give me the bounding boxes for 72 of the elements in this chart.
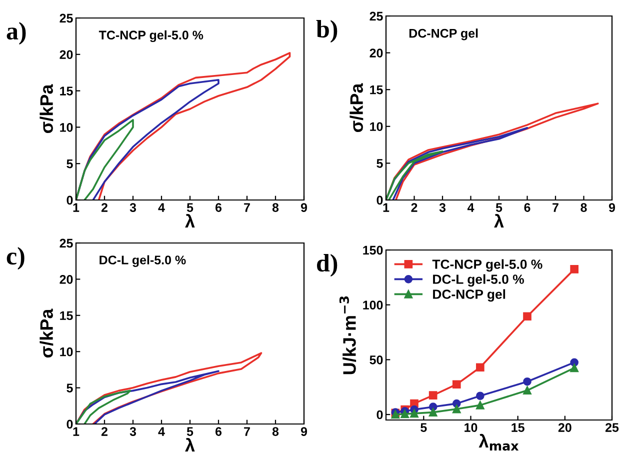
chart-title: d)	[317, 254, 338, 277]
y-tick-label: 5	[376, 159, 383, 168]
x-tick-label: 8	[272, 203, 279, 212]
y-tick-label: 50	[370, 355, 383, 364]
y-tick-label: 0	[376, 410, 383, 420]
x-tick-label: 8	[580, 203, 587, 212]
x-tick-label: 3	[130, 427, 136, 436]
x-tick-label: 6	[215, 203, 222, 212]
x-tick-label: 9	[300, 203, 308, 212]
x-tick-label: 7	[552, 203, 558, 212]
x-tick-label: 3	[130, 203, 136, 212]
y-tick-label: 25	[370, 12, 383, 21]
y-tick-label: 15	[60, 311, 73, 320]
x-tick-label: 2	[101, 203, 108, 212]
x-tick-label: 1	[383, 203, 390, 212]
y-tick-label: 10	[370, 122, 383, 132]
x-tick-label: 6	[215, 427, 222, 436]
chart-title: b)	[316, 20, 338, 43]
y-tick-label: 25	[60, 238, 73, 248]
x-tick-label: 9	[608, 203, 616, 212]
y-tick-label: 0	[376, 196, 383, 205]
x-tick-label: 2	[411, 203, 418, 212]
y-tick-label: 150	[363, 246, 383, 255]
legend-label: TC-NCP gel-5.0 %	[432, 259, 542, 272]
y-tick-label: 20	[370, 48, 383, 58]
x-axis-title: λ$_{max}$	[478, 434, 519, 451]
x-tick-label: 7	[244, 427, 250, 436]
y-tick-label: 5	[66, 384, 73, 392]
x-tick-label: 1	[73, 427, 80, 436]
x-tick-label: 25	[605, 423, 619, 432]
x-tick-label: 4	[467, 203, 474, 212]
y-axis-title: σ/kPa	[350, 83, 364, 132]
annotation: DC-NCP gel	[409, 28, 478, 40]
x-tick-label: 7	[244, 203, 250, 212]
x-tick-label: 5	[420, 423, 427, 432]
y-tick-label: 25	[60, 14, 73, 23]
x-tick-label: 4	[158, 203, 165, 212]
y-tick-label: 5	[66, 160, 73, 168]
x-tick-label: 20	[558, 423, 572, 432]
y-tick-label: 100	[363, 300, 383, 310]
y-axis-title: σ/kPa	[40, 308, 54, 358]
y-tick-label: 0	[66, 196, 73, 205]
x-tick-label: 6	[524, 203, 530, 212]
y-axis-title: σ/kPa	[40, 84, 54, 134]
y-tick-label: 15	[60, 86, 73, 96]
annotation: DC-L gel-5.0 %	[100, 255, 186, 267]
y-tick-label: 10	[60, 123, 73, 132]
x-axis-title: λ	[494, 214, 504, 228]
annotation: TC-NCP gel-5.0 %	[98, 30, 204, 42]
x-axis-title: λ	[185, 214, 195, 228]
chart-title: c)	[6, 247, 24, 270]
legend-label: DC-L gel-5.0 %	[433, 274, 524, 287]
x-tick-label: 10	[464, 423, 478, 432]
x-tick-label: 5	[186, 203, 194, 212]
x-tick-label: 3	[439, 203, 446, 212]
x-tick-label: 4	[158, 427, 165, 436]
x-tick-label: 9	[300, 427, 308, 436]
chart-title: a)	[6, 22, 26, 45]
y-tick-label: 15	[370, 86, 383, 94]
y-tick-label: 10	[60, 347, 73, 356]
x-axis-title: λ	[185, 438, 195, 452]
x-tick-label: 1	[73, 203, 80, 212]
legend-label: DC-NCP gel	[433, 289, 506, 302]
y-tick-label: 0	[66, 420, 73, 429]
y-axis-title: U/kJ·m$^{−3}$	[339, 296, 356, 374]
x-tick-label: 5	[186, 427, 194, 436]
x-tick-label: 15	[512, 423, 524, 432]
y-tick-label: 20	[60, 275, 73, 284]
x-tick-label: 5	[496, 203, 502, 212]
x-tick-label: 2	[101, 427, 108, 436]
y-tick-label: 20	[60, 50, 73, 60]
x-tick-label: 8	[272, 427, 279, 436]
